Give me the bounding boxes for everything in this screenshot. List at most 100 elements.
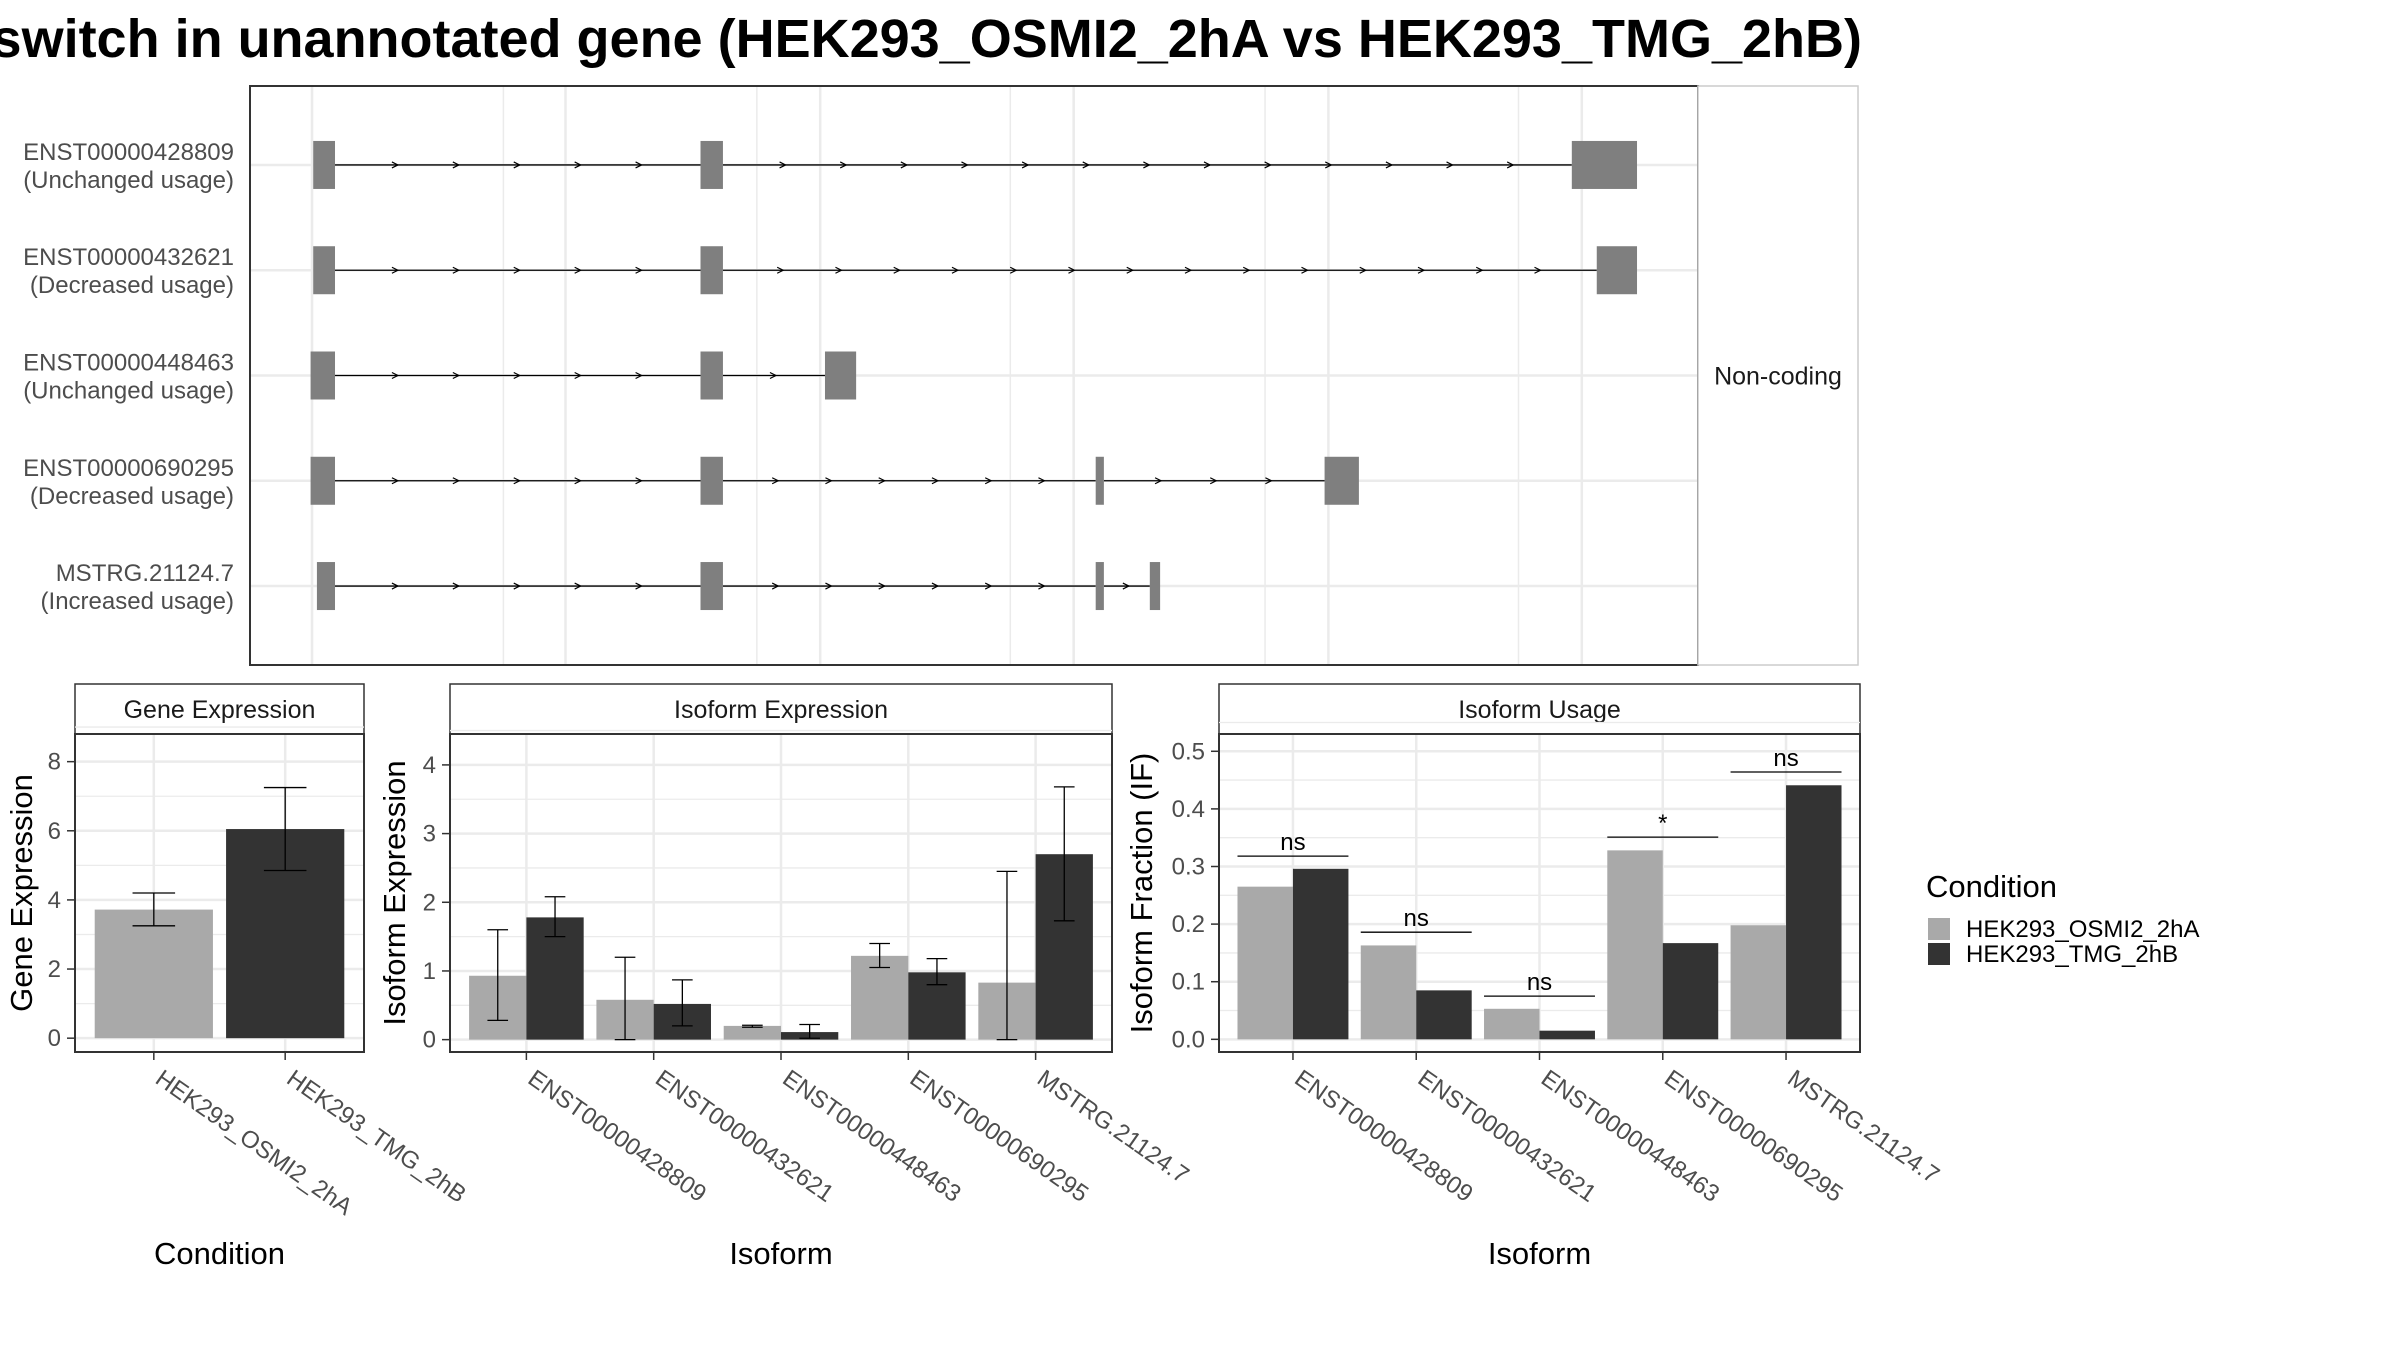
exon-block	[700, 140, 723, 189]
significance-label: ns	[1527, 969, 1552, 996]
y-tick-label: 8	[48, 749, 61, 776]
intron-direction-arrow	[1264, 161, 1272, 169]
intron-direction-arrow	[900, 161, 909, 169]
exon-block	[310, 351, 336, 400]
x-axis-title: Isoform	[729, 1236, 832, 1271]
intron-direction-arrow	[574, 582, 583, 590]
isoform-usage-panel: Isoform Usage 0.0 0.1 0.2 0.3 0.4 0.5 ns ns ns * ns…	[1124, 683, 1944, 1271]
exon-block	[316, 562, 336, 611]
intron-direction-arrow	[391, 161, 400, 169]
structure-strip	[1697, 85, 1859, 666]
intron-direction-arrow	[513, 266, 522, 274]
intron-direction-arrow	[574, 477, 583, 485]
intron-direction-arrow	[1154, 477, 1163, 485]
intron-direction-arrow	[1068, 266, 1076, 274]
y-tick-label: 0.2	[1172, 911, 1205, 938]
exon-block	[700, 246, 723, 295]
y-axis-title: Isoform Expression	[377, 760, 412, 1025]
bar	[1607, 850, 1663, 1040]
y-tick-label: 4	[48, 887, 61, 914]
x-axis-title: Isoform	[1488, 1236, 1591, 1271]
bar	[1662, 943, 1719, 1040]
isoform-id-label: MSTRG.21124.7	[56, 560, 234, 587]
isoform-id-label: ENST00000428809	[23, 139, 234, 166]
bar	[1360, 945, 1417, 1040]
y-tick-label: 2	[423, 889, 436, 916]
intron-direction-arrow	[961, 161, 969, 169]
intron-direction-arrow	[893, 266, 902, 274]
significance-label: *	[1658, 810, 1667, 837]
intron-direction-arrow	[839, 161, 848, 169]
exon-block	[313, 140, 336, 189]
intron-direction-arrow	[1475, 266, 1484, 274]
intron-direction-arrow	[391, 582, 400, 590]
legend-label: HEK293_OSMI2_2hA	[1966, 916, 2199, 943]
exon-block	[700, 456, 723, 505]
intron-direction-arrow	[1506, 161, 1515, 169]
y-tick-label: 1	[423, 958, 436, 985]
intron-direction-arrow	[452, 266, 461, 274]
y-axis-title: Isoform Fraction (IF)	[1124, 753, 1159, 1034]
y-tick-label: 3	[423, 821, 436, 848]
intron-direction-arrow	[452, 161, 461, 169]
y-tick-label: 0.1	[1172, 969, 1205, 996]
intron-direction-arrow	[931, 582, 940, 590]
y-tick-label: 0.5	[1172, 738, 1205, 765]
intron-direction-arrow	[1417, 266, 1426, 274]
significance-label: ns	[1404, 905, 1429, 932]
bar	[1292, 868, 1349, 1040]
y-tick-label: 2	[48, 956, 61, 983]
intron-direction-arrow	[1038, 477, 1046, 485]
intron-direction-arrow	[1143, 161, 1151, 169]
intron-direction-arrow	[574, 266, 583, 274]
intron-direction-arrow	[1126, 266, 1135, 274]
bar	[851, 955, 909, 1040]
intron-direction-arrow	[635, 161, 643, 169]
intron-direction-arrow	[1203, 161, 1212, 169]
intron-direction-arrow	[1385, 161, 1394, 169]
exon-block	[700, 351, 723, 400]
y-tick-label: 0.0	[1172, 1026, 1205, 1053]
bar	[526, 917, 584, 1040]
isoform-expression-panel: Isoform Expression01234ENST00000428809EN…	[377, 683, 1194, 1271]
bar	[1539, 1030, 1595, 1040]
intron-direction-arrow	[513, 161, 522, 169]
legend-key	[1928, 918, 1950, 940]
bar	[723, 1025, 781, 1040]
intron-direction-arrow	[635, 266, 643, 274]
intron-direction-arrow	[1301, 266, 1309, 274]
intron-direction-arrow	[452, 582, 461, 590]
panel-strip-label: Gene Expression	[124, 696, 316, 724]
exon-block	[310, 456, 336, 505]
isoform-usage-label: (Unchanged usage)	[23, 167, 234, 194]
isoform-usage-label: (Increased usage)	[41, 588, 234, 615]
y-axis-title: Gene Expression	[4, 774, 39, 1012]
significance-label: ns	[1280, 829, 1305, 856]
legend-key	[1928, 943, 1950, 965]
legend-title: Condition	[1926, 869, 2057, 904]
isoform-id-label: ENST00000432621	[23, 244, 234, 271]
intron-direction-arrow	[391, 266, 400, 274]
intron-direction-arrow	[513, 477, 522, 485]
transcript-structure-panel: ENST00000428809(Unchanged usage) ENST0000…	[23, 85, 1859, 666]
exon-block	[313, 246, 336, 295]
exon-block	[824, 351, 857, 400]
bar	[1237, 886, 1293, 1040]
intron-direction-arrow	[779, 161, 787, 169]
intron-direction-arrow	[1265, 477, 1273, 485]
isoform-usage-label: (Decreased usage)	[30, 483, 234, 510]
intron-direction-arrow	[452, 371, 461, 380]
intron-direction-arrow	[771, 477, 780, 485]
intron-direction-arrow	[1009, 266, 1018, 274]
panel-strip	[1218, 683, 1861, 735]
intron-direction-arrow	[1534, 266, 1542, 274]
intron-direction-arrow	[776, 266, 785, 274]
y-tick-label: 0.4	[1172, 796, 1205, 823]
intron-direction-arrow	[391, 477, 400, 485]
isoform-id-label: ENST00000448463	[23, 350, 234, 377]
intron-direction-arrow	[1242, 266, 1251, 274]
isoform-usage-label: (Decreased usage)	[30, 272, 234, 299]
significance-label: ns	[1773, 745, 1798, 772]
intron-direction-arrow	[452, 477, 461, 485]
